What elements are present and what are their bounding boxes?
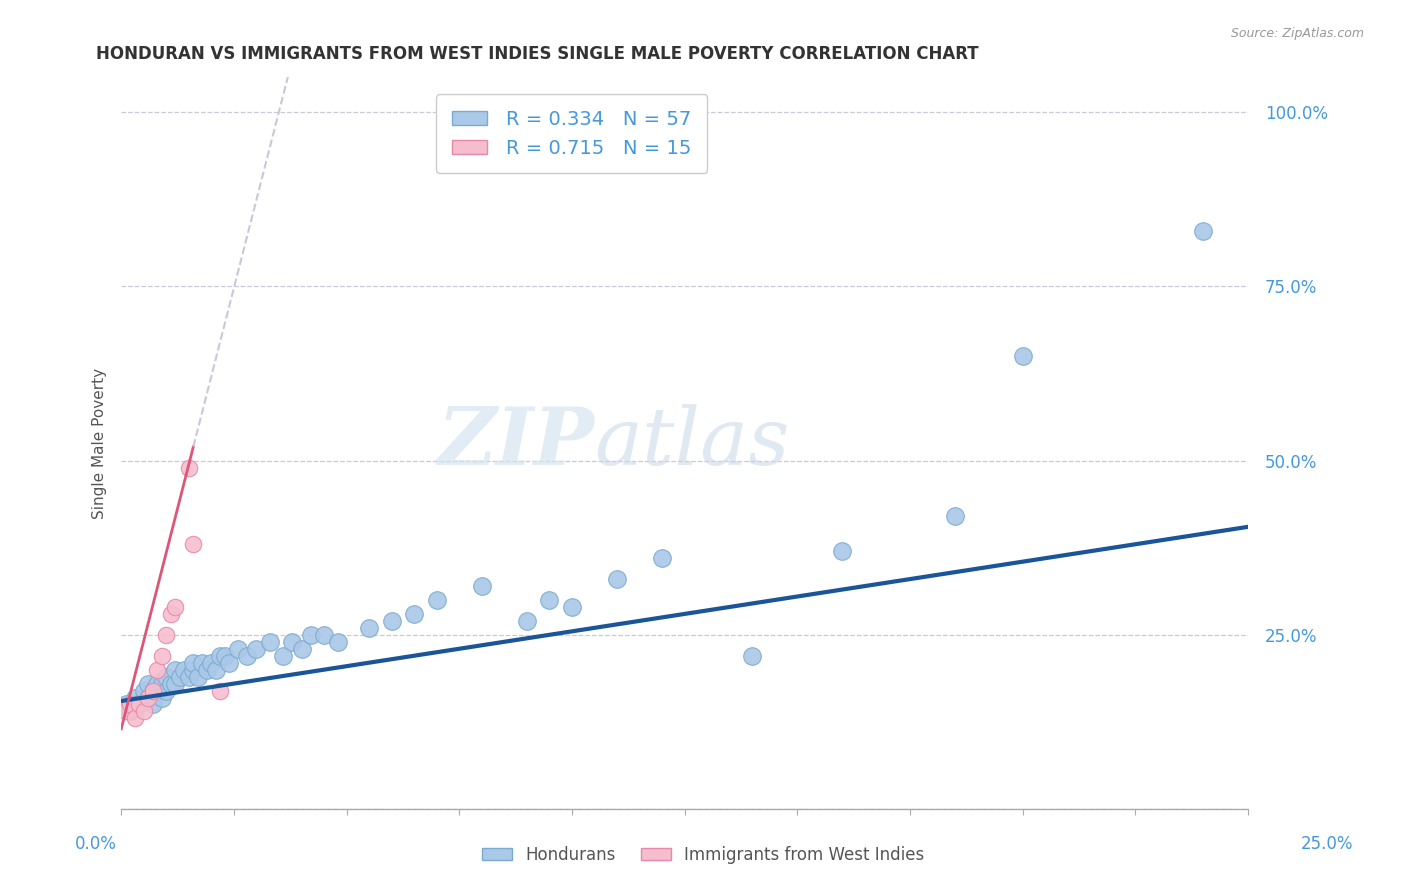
Point xyxy=(173,663,195,677)
Point xyxy=(831,544,853,558)
Legend: Hondurans, Immigrants from West Indies: Hondurans, Immigrants from West Indies xyxy=(475,839,931,871)
Point xyxy=(943,509,966,524)
Point xyxy=(132,690,155,705)
Text: ZIP: ZIP xyxy=(437,404,595,482)
Point xyxy=(146,663,169,677)
Point xyxy=(155,628,177,642)
Point xyxy=(228,641,250,656)
Text: 25.0%: 25.0% xyxy=(1301,835,1354,853)
Point xyxy=(195,663,218,677)
Point xyxy=(177,460,200,475)
Point xyxy=(155,670,177,684)
Point xyxy=(132,683,155,698)
Point xyxy=(150,690,173,705)
Point xyxy=(124,711,146,725)
Point xyxy=(132,705,155,719)
Point xyxy=(214,648,236,663)
Point xyxy=(146,676,169,690)
Point xyxy=(124,690,146,705)
Text: atlas: atlas xyxy=(595,404,790,482)
Point xyxy=(120,698,142,712)
Point xyxy=(183,537,205,551)
Point xyxy=(426,593,449,607)
Point xyxy=(651,551,673,566)
Point xyxy=(114,705,136,719)
Point xyxy=(136,690,159,705)
Point xyxy=(146,683,169,698)
Point xyxy=(159,676,181,690)
Point xyxy=(741,648,763,663)
Point xyxy=(142,683,165,698)
Point xyxy=(128,698,150,712)
Point xyxy=(183,656,205,670)
Point xyxy=(299,628,322,642)
Point xyxy=(404,607,426,621)
Text: 0.0%: 0.0% xyxy=(75,835,117,853)
Point xyxy=(290,641,312,656)
Point xyxy=(259,634,281,648)
Point xyxy=(142,698,165,712)
Point xyxy=(169,670,191,684)
Point xyxy=(150,648,173,663)
Point xyxy=(114,698,136,712)
Point xyxy=(209,683,232,698)
Point xyxy=(165,599,187,614)
Point xyxy=(142,683,165,698)
Point xyxy=(381,614,404,628)
Text: Source: ZipAtlas.com: Source: ZipAtlas.com xyxy=(1230,27,1364,40)
Point xyxy=(159,607,181,621)
Point xyxy=(471,579,494,593)
Point xyxy=(191,656,214,670)
Point xyxy=(128,698,150,712)
Point xyxy=(165,663,187,677)
Point xyxy=(326,634,349,648)
Point xyxy=(187,670,209,684)
Point xyxy=(218,656,240,670)
Y-axis label: Single Male Poverty: Single Male Poverty xyxy=(93,368,107,519)
Legend: R = 0.334   N = 57, R = 0.715   N = 15: R = 0.334 N = 57, R = 0.715 N = 15 xyxy=(436,95,707,173)
Point xyxy=(120,705,142,719)
Point xyxy=(236,648,259,663)
Point xyxy=(136,690,159,705)
Text: HONDURAN VS IMMIGRANTS FROM WEST INDIES SINGLE MALE POVERTY CORRELATION CHART: HONDURAN VS IMMIGRANTS FROM WEST INDIES … xyxy=(96,45,979,62)
Point xyxy=(136,676,159,690)
Point xyxy=(606,572,628,586)
Point xyxy=(245,641,267,656)
Point xyxy=(177,670,200,684)
Point xyxy=(359,621,381,635)
Point xyxy=(281,634,304,648)
Point xyxy=(1192,224,1215,238)
Point xyxy=(209,648,232,663)
Point xyxy=(516,614,538,628)
Point xyxy=(312,628,335,642)
Point xyxy=(183,663,205,677)
Point xyxy=(150,676,173,690)
Point xyxy=(538,593,561,607)
Point xyxy=(1011,349,1033,363)
Point xyxy=(561,599,583,614)
Point xyxy=(273,648,295,663)
Point xyxy=(200,656,222,670)
Point xyxy=(205,663,228,677)
Point xyxy=(155,683,177,698)
Point xyxy=(165,676,187,690)
